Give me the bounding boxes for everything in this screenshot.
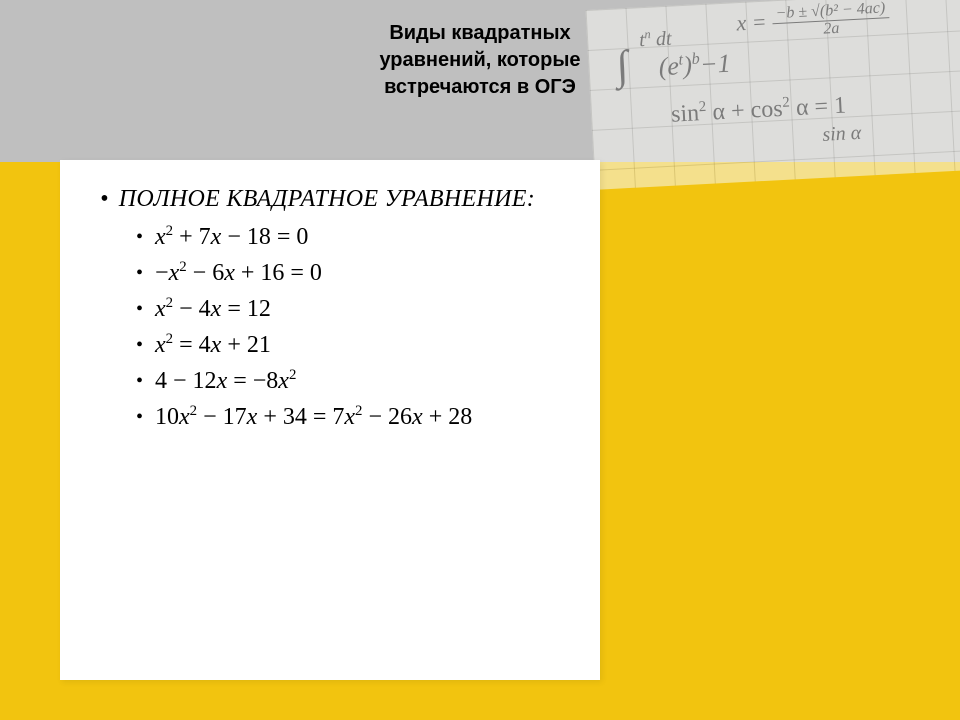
equation-2: • −x2 − 6x + 16 = 0 — [136, 261, 570, 285]
title-line-1: Виды квадратных — [0, 20, 960, 47]
bullet-sub: • — [136, 371, 143, 391]
bullet-sub: • — [136, 407, 143, 427]
equation-5: • 4 − 12x = −8x2 — [136, 369, 570, 393]
slide-title: Виды квадратных уравнений, которые встре… — [0, 20, 960, 101]
bullet-sub: • — [136, 299, 143, 319]
bullet-main: • — [100, 187, 109, 211]
equation-6: • 10x2 − 17x + 34 = 7x2 − 26x + 28 — [136, 405, 570, 429]
equation-list: • x2 + 7x − 18 = 0 • −x2 − 6x + 16 = 0 •… — [100, 225, 570, 429]
content-card: • ПОЛНОЕ КВАДРАТНОЕ УРАВНЕНИЕ: • x2 + 7x… — [60, 160, 600, 680]
content-heading-row: • ПОЛНОЕ КВАДРАТНОЕ УРАВНЕНИЕ: — [100, 186, 570, 213]
equation-4: • x2 = 4x + 21 — [136, 333, 570, 357]
bullet-sub: • — [136, 263, 143, 283]
bullet-sub: • — [136, 227, 143, 247]
title-line-3: встречаются в ОГЭ — [0, 74, 960, 101]
title-line-2: уравнений, которые — [0, 47, 960, 74]
equation-3: • x2 − 4x = 12 — [136, 297, 570, 321]
equation-1: • x2 + 7x − 18 = 0 — [136, 225, 570, 249]
content-heading: ПОЛНОЕ КВАДРАТНОЕ УРАВНЕНИЕ: — [119, 186, 535, 213]
bullet-sub: • — [136, 335, 143, 355]
